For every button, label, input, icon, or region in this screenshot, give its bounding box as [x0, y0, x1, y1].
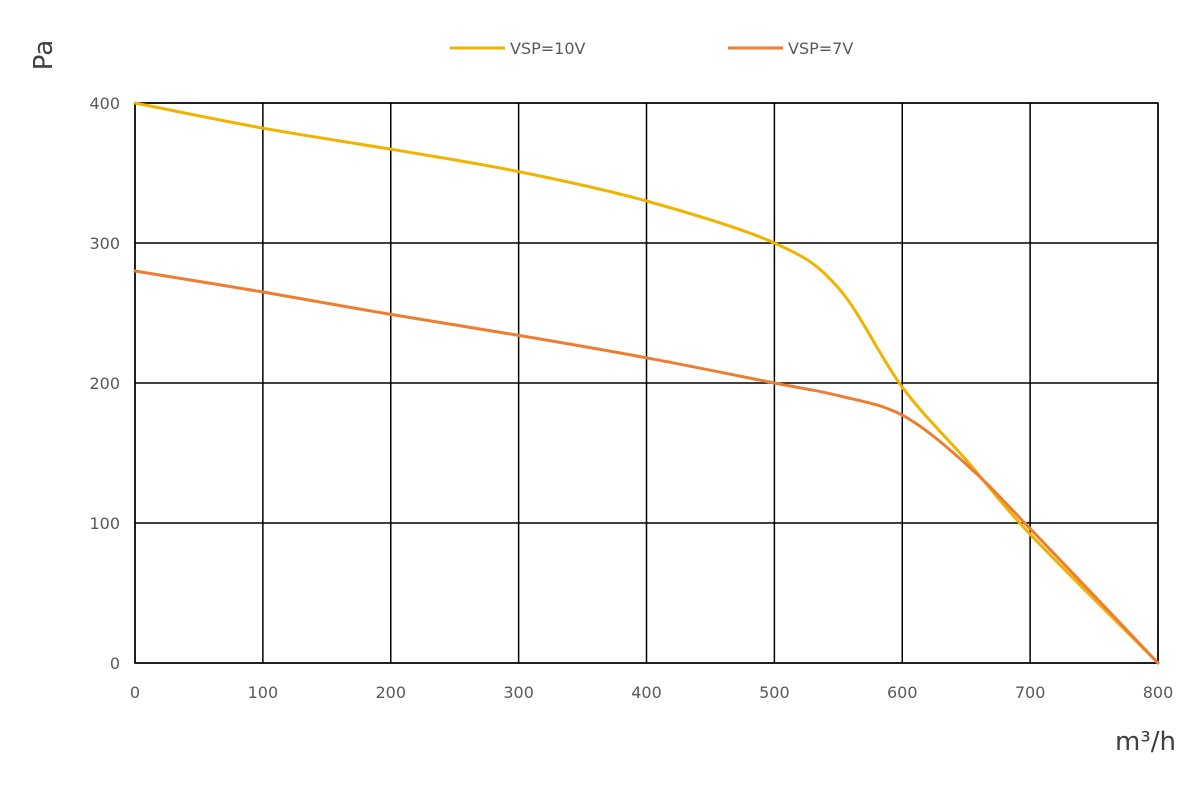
x-axis-label: m³/h: [1115, 727, 1176, 757]
legend: VSP=10V VSP=7V: [450, 39, 853, 58]
y-tick-label: 200: [89, 374, 120, 393]
y-tick-label: 300: [89, 234, 120, 253]
x-tick-label: 100: [248, 683, 279, 702]
y-axis-label: Pa: [29, 40, 59, 70]
grid: [134, 102, 1159, 664]
y-tick-label: 100: [89, 514, 120, 533]
x-tick-label: 500: [759, 683, 790, 702]
series-lines: [133, 101, 1160, 665]
x-tick-label: 600: [887, 683, 918, 702]
y-tick-labels: 0 100 200 300 400: [89, 94, 120, 673]
x-tick-label: 400: [631, 683, 662, 702]
x-tick-label: 0: [130, 683, 140, 702]
y-tick-label: 400: [89, 94, 120, 113]
x-tick-label: 700: [1015, 683, 1046, 702]
x-tick-label: 300: [503, 683, 534, 702]
series-line-2: [133, 269, 1160, 665]
legend-label-2: VSP=7V: [788, 39, 853, 58]
x-tick-label: 800: [1143, 683, 1174, 702]
y-tick-label: 0: [110, 654, 120, 673]
x-tick-label: 200: [375, 683, 406, 702]
legend-label-1: VSP=10V: [510, 39, 586, 58]
x-tick-labels: 0 100 200 300 400 500 600 700 800: [130, 683, 1173, 702]
